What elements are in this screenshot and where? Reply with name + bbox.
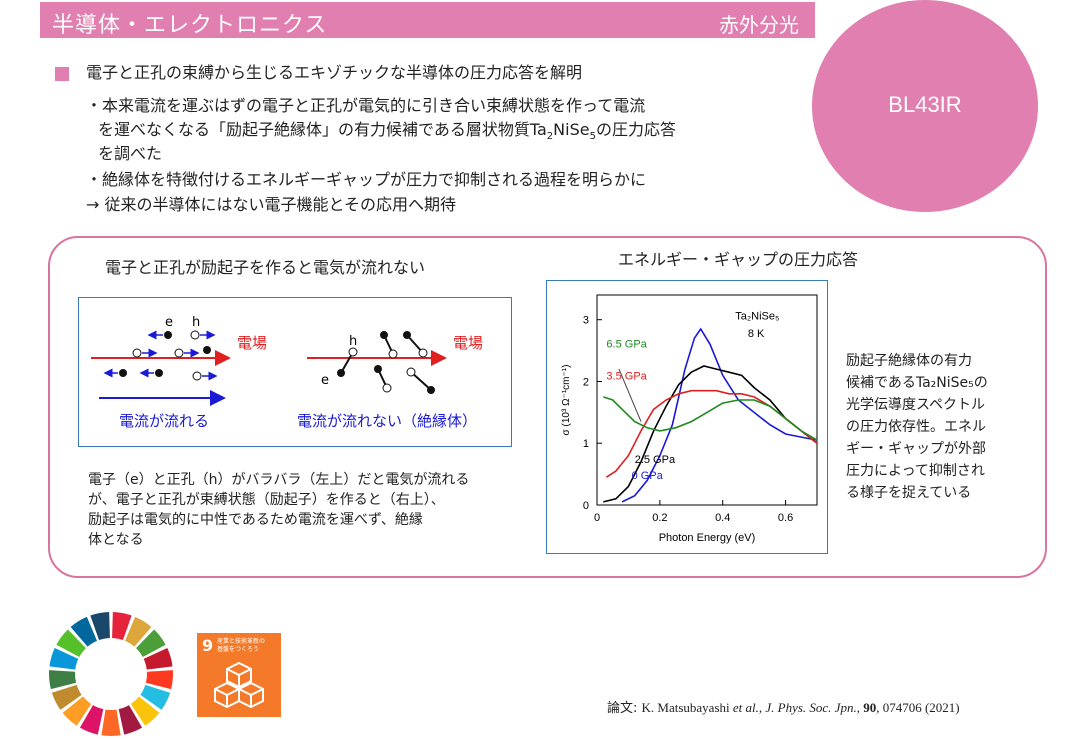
- legend-label: 3.5 GPa: [606, 371, 647, 383]
- note-line: 候補であるTa₂NiSe₅の: [846, 375, 988, 391]
- plot-frame: [596, 294, 818, 506]
- sdg-wheel-segment: [130, 696, 160, 726]
- note-line: 光学伝導度スペクトル: [846, 397, 986, 413]
- figure-panel: [48, 236, 1047, 578]
- field-label-right: 電場: [453, 334, 483, 352]
- summary-bullet-2: ・絶縁体を特徴付けるエネルギーギャップが圧力で抑制される過程を明らかに: [86, 170, 647, 189]
- exciton-diagram: 電場 e h 電流が流れる 電場 h e 電流が流れない（絶縁体）: [78, 297, 512, 447]
- hole-label: h: [192, 315, 200, 330]
- temperature-annotation: 8 K: [748, 328, 765, 340]
- category-label: 赤外分光: [719, 13, 799, 37]
- sdg-text: 産業と技術革新の 基盤をつくろう: [217, 638, 266, 653]
- note-line: の圧力依存性。エネル: [846, 419, 986, 435]
- note-line: る様子を捉えている: [846, 485, 972, 501]
- sdg-wheel-segment: [62, 696, 92, 726]
- desc-line: 励起子は電気的に中性であるため電流を運べず、絶縁: [88, 512, 423, 528]
- x-axis-label: Photon Energy (eV): [659, 532, 756, 544]
- sdg-wheel-segment: [56, 629, 86, 657]
- y-tick-label: 3: [583, 315, 589, 327]
- note-line: 圧力によって抑制され: [846, 463, 985, 479]
- sdg-wheel-segment: [145, 670, 173, 690]
- y-axis-label: σ (10³ Ω⁻¹cm⁻¹): [561, 365, 572, 436]
- summary-heading: 電子と正孔の束縛から生じるエキゾチックな半導体の圧力応答を解明: [86, 63, 583, 82]
- note-line: 励起子絶縁体の有力: [846, 353, 972, 369]
- sdg-wheel-segment: [90, 612, 110, 641]
- pressure-arrow: [618, 368, 642, 422]
- sdg-wheel-segment: [136, 629, 166, 657]
- sdg-number: 9: [202, 636, 214, 655]
- exciton-diagram-svg: 電場 e h 電流が流れる 電場 h e 電流が流れない（絶縁体）: [91, 315, 483, 430]
- chart-frame: 0 0.2 0.4 0.6 0 1 2 3 Photon Energy (eV) σ (10³ Ω…: [546, 280, 828, 554]
- y-tick-label: 1: [583, 438, 589, 450]
- legend-label: 2.5 GPa: [635, 454, 676, 466]
- summary-bullet-3: → 従来の半導体にはない電子機能とその応用へ期待: [86, 195, 457, 214]
- svg-text:e: e: [321, 373, 329, 388]
- electron-label: e: [165, 315, 173, 330]
- citation: 論文: K. Matsubayashi et al., J. Phys. Soc…: [607, 700, 960, 716]
- bullet-square-icon: [55, 67, 69, 81]
- sdg-wheel-segment: [79, 705, 104, 735]
- right-panel-title: エネルギー・ギャップの圧力応答: [618, 250, 859, 269]
- note-line: ギー・ギャップが外部: [846, 441, 986, 457]
- sdg-wheel-segment: [49, 648, 79, 670]
- desc-line: が、電子と正孔が束縛状態（励起子）を作ると（右上）、: [88, 492, 445, 508]
- summary-bullet-1-line-3: を調べた: [98, 144, 163, 163]
- conductivity-chart: 0 0.2 0.4 0.6 0 1 2 3 Photon Energy (eV) σ (10³ Ω…: [561, 294, 818, 544]
- sdg-wheel-segment: [112, 612, 132, 641]
- desc-line: 体となる: [88, 532, 144, 548]
- series-line: [621, 327, 818, 503]
- summary-bullet-1-line-2: を運べなくなる「励起子絶縁体」の有力候補である層状物質Ta2NiSe5の圧力応答: [98, 120, 676, 143]
- sdg-wheel-segment: [143, 648, 173, 670]
- caption-current-flows: 電流が流れる: [119, 412, 209, 430]
- sdg-wheel-segment: [118, 705, 143, 735]
- x-tick-label: 0.6: [778, 512, 793, 524]
- beamline-badge: BL43IR: [812, 0, 1038, 212]
- summary-bullet-1-line-1: ・本来電流を運ぶはずの電子と正孔が電気的に引き合い束縛状態を作って電流: [86, 96, 646, 115]
- sdg-wheel-segment: [101, 709, 121, 736]
- y-tick-label: 2: [583, 376, 589, 388]
- sdg-wheel-segment: [70, 616, 97, 647]
- sdg-goal-9-icon: 9 産業と技術革新の 基盤をつくろう: [197, 633, 281, 717]
- desc-line: 電子（e）と正孔（h）がバラバラ（左上）だと電気が流れる: [88, 472, 470, 488]
- sdg-wheel-segment: [49, 670, 77, 690]
- x-tick-label: 0.2: [652, 512, 667, 524]
- cube-icon: [214, 661, 264, 709]
- legend-label: 0 GPa: [632, 470, 664, 482]
- x-tick-label: 0: [594, 512, 600, 524]
- header-bar: 半導体・エレクトロニクス 赤外分光: [40, 2, 815, 38]
- caption-no-current: 電流が流れない（絶縁体）: [297, 412, 477, 430]
- svg-text:h: h: [349, 334, 357, 349]
- sdg-wheel-segment: [140, 684, 171, 710]
- page-title: 半導体・エレクトロニクス: [52, 13, 328, 38]
- sdg-wheel-icon: [49, 612, 173, 736]
- sdg-wheel-segment: [125, 616, 152, 647]
- field-label-left: 電場: [237, 334, 267, 352]
- beamline-label: BL43IR: [888, 92, 962, 117]
- legend-label: 6.5 GPa: [606, 339, 647, 351]
- x-tick-label: 0.4: [715, 512, 730, 524]
- left-panel-title: 電子と正孔が励起子を作ると電気が流れない: [105, 258, 426, 277]
- sdg-wheel-segment: [51, 684, 82, 710]
- series-line: [603, 396, 818, 441]
- series-line: [603, 365, 818, 503]
- y-tick-label: 0: [583, 500, 589, 512]
- sample-annotation: Ta₂NiSe₅: [735, 311, 779, 323]
